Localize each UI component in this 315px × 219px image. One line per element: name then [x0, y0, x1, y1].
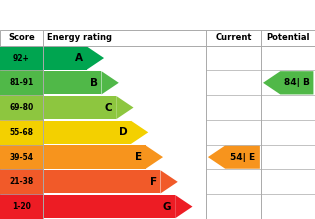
Bar: [0, 120, 43, 145]
Text: 21-38: 21-38: [9, 177, 33, 186]
Bar: [43, 71, 101, 94]
Bar: [0, 95, 43, 120]
Polygon shape: [131, 121, 148, 144]
Text: A: A: [75, 53, 83, 63]
Bar: [43, 46, 87, 70]
Text: B: B: [90, 78, 98, 88]
Text: Potential: Potential: [266, 33, 310, 42]
Text: 84| B: 84| B: [284, 78, 310, 87]
Text: Score: Score: [8, 33, 35, 42]
Text: 55-68: 55-68: [9, 128, 33, 137]
Text: 1-20: 1-20: [12, 202, 31, 211]
Text: 69-80: 69-80: [9, 103, 33, 112]
Text: D: D: [118, 127, 127, 137]
Polygon shape: [208, 145, 260, 169]
Bar: [43, 195, 175, 218]
Text: F: F: [150, 177, 157, 187]
Bar: [0, 71, 43, 95]
Bar: [43, 145, 146, 169]
Text: Current: Current: [216, 33, 252, 42]
Text: 54| E: 54| E: [230, 153, 255, 162]
Bar: [43, 96, 116, 119]
Bar: [43, 121, 131, 144]
Bar: [0, 194, 43, 219]
Text: Energy Efficiency Rating: Energy Efficiency Rating: [8, 9, 170, 22]
Bar: [43, 170, 160, 193]
Text: 92+: 92+: [13, 54, 30, 63]
Text: 81-91: 81-91: [9, 78, 33, 87]
Bar: [0, 46, 43, 71]
Bar: [0, 170, 43, 194]
Text: E: E: [135, 152, 142, 162]
Polygon shape: [116, 96, 134, 119]
Polygon shape: [263, 71, 313, 94]
Bar: [0, 145, 43, 170]
Text: 39-54: 39-54: [9, 153, 33, 162]
Polygon shape: [160, 170, 178, 193]
Text: G: G: [163, 202, 171, 212]
Polygon shape: [101, 71, 119, 94]
Polygon shape: [87, 46, 104, 70]
Text: Energy rating: Energy rating: [47, 33, 112, 42]
Text: C: C: [105, 102, 112, 113]
Polygon shape: [175, 195, 192, 218]
Polygon shape: [146, 145, 163, 169]
